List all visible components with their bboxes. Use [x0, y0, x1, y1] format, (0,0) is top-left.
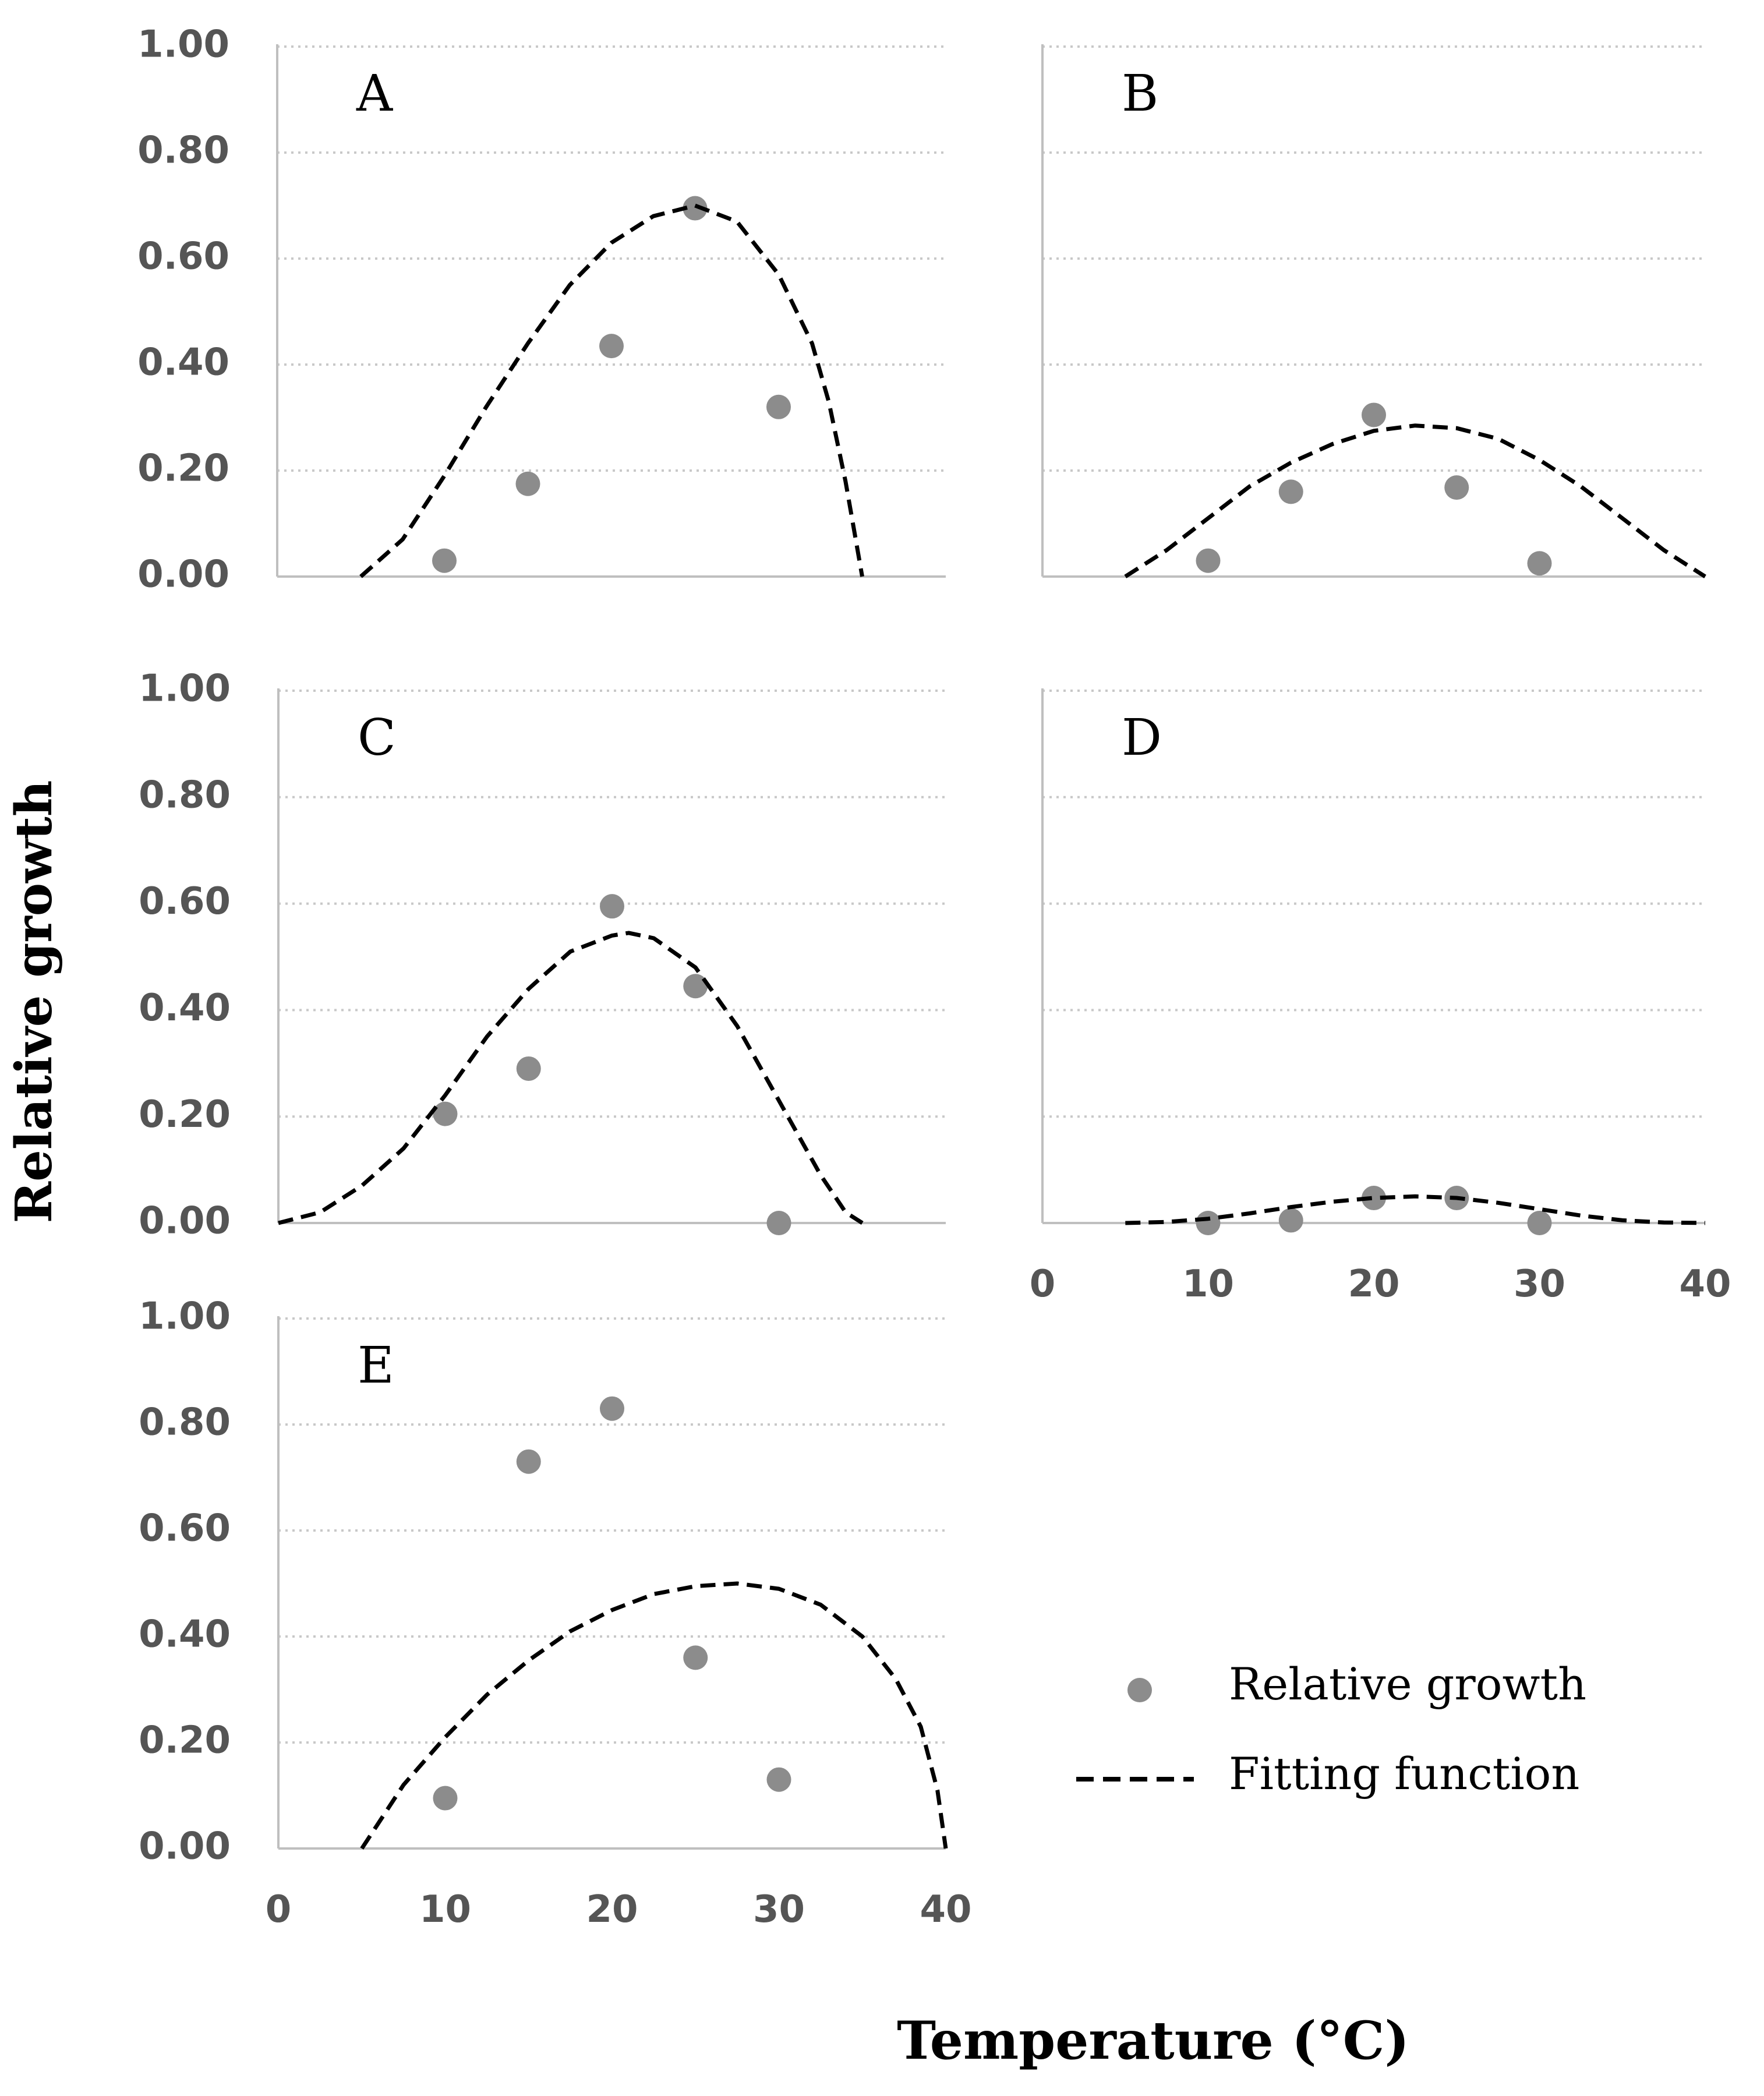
- panel-e-label: E: [358, 1337, 394, 1395]
- panel-d-data-point: [1278, 1208, 1303, 1233]
- panel-d-fit-line: [1125, 1194, 1706, 1225]
- panel-c-y-tick-label: 1.00: [139, 667, 231, 711]
- x-axis-label: Temperature (°C): [897, 2010, 1409, 2072]
- panel-b-label: B: [1122, 65, 1158, 123]
- panel-e-x-tick-label: 10: [419, 1888, 471, 1931]
- panel-e-x-tick-label: 20: [586, 1888, 638, 1931]
- panel-e-x-tick-label: 40: [920, 1888, 971, 1931]
- panel-c: 0.00 0.20 0.40 0.60 0.80 1.00 C: [139, 667, 946, 1243]
- panel-e-y-tick-label: 0.20: [139, 1719, 231, 1762]
- panel-d-data-point: [1196, 1211, 1221, 1235]
- panel-e-y-tick-label: 0.00: [139, 1825, 231, 1868]
- legend-point-marker: [1127, 1678, 1152, 1702]
- panel-c-data-point: [600, 894, 624, 919]
- panel-c-fit-line: [278, 931, 864, 1225]
- panel-a-fit-line: [359, 203, 864, 578]
- panel-a-data-point: [432, 548, 457, 573]
- panel-a-y-tick-label: 0.80: [137, 129, 229, 172]
- panel-e-fit-line: [360, 1581, 948, 1850]
- panel-b-data-point: [1278, 479, 1303, 504]
- panel-e-data-point: [600, 1396, 624, 1421]
- panel-e-y-tick-label: 0.80: [139, 1401, 231, 1444]
- panel-e-y-tick-label: 1.00: [139, 1295, 231, 1338]
- y-axis-label: Relative growth: [5, 780, 63, 1224]
- legend-curve-label: Fitting function: [1229, 1748, 1579, 1800]
- panel-e-y-tick-label: 0.40: [139, 1613, 231, 1656]
- panel-a-y-tick-label: 1.00: [137, 23, 229, 66]
- panel-d-x-tick-label: 40: [1679, 1263, 1731, 1306]
- panel-b: B: [1041, 44, 1706, 578]
- panels: 0.000.200.400.600.801.00A B0.000.200.400.…: [137, 23, 1731, 1931]
- panel-a-y-tick-label: 0.00: [137, 553, 229, 596]
- panel-a-data-point: [683, 196, 708, 221]
- panel-a-label: A: [356, 65, 393, 123]
- legend: Relative growth Fitting function: [1076, 1658, 1586, 1800]
- panel-c-y-tick-label: 0.00: [139, 1200, 231, 1243]
- panel-d-x-tick-label: 0: [1030, 1263, 1056, 1306]
- panel-a-y-tick-label: 0.40: [137, 341, 229, 384]
- panel-b-data-point: [1527, 551, 1552, 576]
- panel-c-y-tick-label: 0.60: [139, 880, 231, 923]
- legend-points-label: Relative growth: [1229, 1658, 1586, 1710]
- panel-d-x-tick-label: 30: [1514, 1263, 1565, 1306]
- panel-b-data-point: [1444, 475, 1469, 500]
- panel-a-data-point: [599, 334, 624, 359]
- panel-c-data-point: [766, 1211, 791, 1235]
- panel-d: 0 10 20 30 40 D: [1030, 688, 1731, 1306]
- panel-c-label: C: [358, 709, 396, 767]
- panel-a-y-tick-label: 0.60: [137, 235, 229, 278]
- panel-e-data-point: [433, 1786, 458, 1811]
- panel-c-data-point: [516, 1056, 541, 1081]
- panel-e-data-point: [766, 1767, 791, 1792]
- panel-c-y-tick-label: 0.20: [139, 1093, 231, 1136]
- panel-d-x-tick-label: 20: [1348, 1263, 1399, 1306]
- panel-c-data-point: [683, 974, 708, 999]
- panel-b-fit-line: [1124, 423, 1706, 578]
- panel-a-data-point: [515, 471, 540, 496]
- panel-c-data-point: [433, 1101, 458, 1126]
- panel-e-data-point: [683, 1645, 708, 1670]
- panel-d-data-point: [1527, 1211, 1552, 1235]
- panel-d-data-point: [1362, 1186, 1386, 1211]
- panel-a: 0.00 0.20 0.40 0.60 0.80 1.00 A: [137, 23, 946, 596]
- panel-e-x-tick-label: 0: [266, 1888, 292, 1931]
- panel-e: 0.00 0.20 0.40 0.60 0.80 1.00 0 10 20 30 40 E: [139, 1295, 971, 1931]
- panel-a-y-tick-label: 0.20: [137, 447, 229, 490]
- panel-c-y-tick-label: 0.80: [139, 773, 231, 817]
- panel-b-data-point: [1362, 402, 1386, 427]
- panel-a-data-point: [766, 394, 791, 419]
- panel-b-data-point: [1196, 548, 1221, 573]
- panel-c-y-tick-label: 0.40: [139, 987, 231, 1030]
- panel-e-x-tick-label: 30: [753, 1888, 805, 1931]
- panel-e-data-point: [516, 1449, 541, 1474]
- panel-d-label: D: [1122, 709, 1162, 767]
- panel-d-x-tick-label: 10: [1182, 1263, 1234, 1306]
- panel-e-y-tick-label: 0.60: [139, 1507, 231, 1550]
